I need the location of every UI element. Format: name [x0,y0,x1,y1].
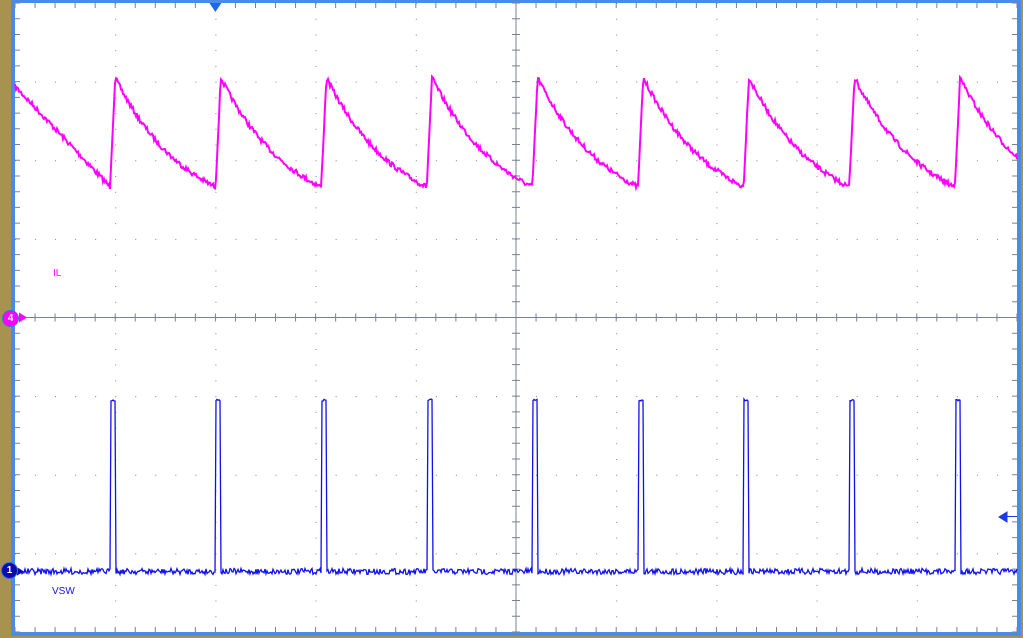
channel-1-marker[interactable]: 1 [1,562,18,579]
vsw-label: VSW [52,586,75,597]
trigger-position-marker [209,3,222,12]
channel-4-marker[interactable]: 4 [2,310,19,327]
ch1-ground-arrow [17,567,24,576]
ch4-ground-arrow [19,312,27,323]
il-label: IL [53,268,62,279]
il-trace [14,74,1018,192]
trigger-level-marker [998,511,1017,523]
vsw-trace [14,396,1018,577]
